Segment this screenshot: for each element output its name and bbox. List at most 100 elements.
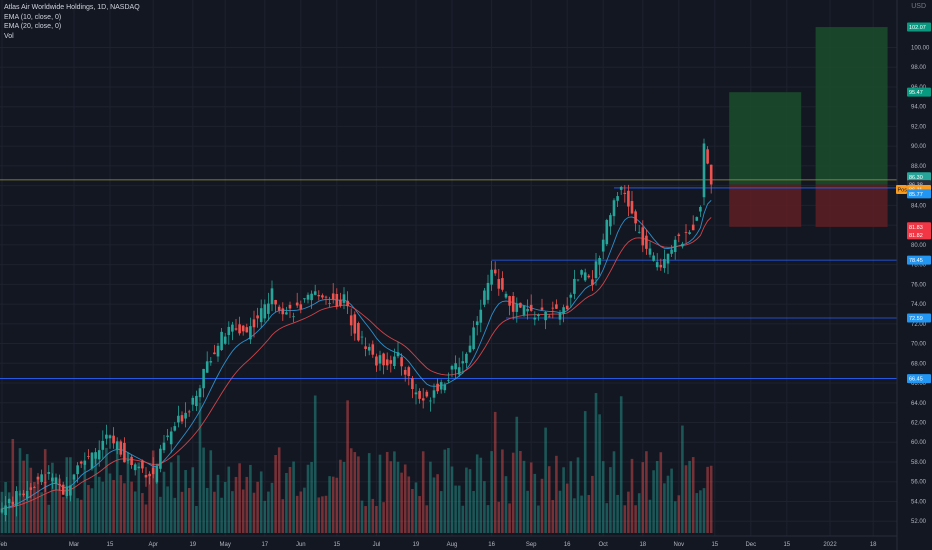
price-tick-label: 56.00 [911,480,927,486]
candle-body [508,296,511,306]
candle-body [213,352,216,355]
candle-body [659,264,663,268]
candle-body [648,248,652,255]
currency-label[interactable]: USD [911,3,926,10]
volume-bar [403,464,407,533]
volume-bar [396,461,400,533]
candle-body [443,384,447,391]
indicator-volume[interactable]: Vol [4,32,14,40]
volume-bar [587,495,591,533]
candle-body [238,324,241,334]
volume-bar [328,476,331,533]
volume-bar [637,493,641,533]
volume-bar [544,427,547,533]
volume-bar [421,451,425,533]
candle-body [155,466,159,483]
price-tick-label: 62.00 [911,421,927,427]
candle-body [61,484,65,495]
volume-bar [526,490,529,533]
price-tick-label: 60.00 [911,440,927,446]
candle-body [583,272,587,281]
tag-stop-1: 81.83 [907,222,931,232]
time-tick-label: 17 [261,542,268,548]
volume-bar [79,499,83,533]
time-tick-label: Mar [69,542,79,548]
volume-bar [277,447,281,533]
candle-body [346,300,349,307]
volume-bar [465,467,468,533]
volume-bar [375,506,378,533]
volume-bar [198,402,202,533]
price-axis-tags: 102.0795.4786.3086.3886.3886.11Pos85.778… [896,22,931,384]
volume-bar [83,462,87,533]
candle-body [382,353,385,366]
volume-bar [472,490,475,533]
time-tick-label: 15 [107,542,114,548]
candle-body [159,448,162,469]
time-tick-label: Jul [373,542,381,548]
tag-target-1-bg [907,87,931,97]
volume-bar [231,491,234,533]
volume-bar [94,452,97,533]
candle-body [25,490,29,499]
time-tick-label: 16 [488,542,495,548]
candle-body [277,306,281,311]
candle-body [587,275,591,278]
price-tick-label: 78.00 [911,263,927,269]
volume-bar [389,461,393,533]
volume-bar [288,466,292,533]
price-tick-label: 74.00 [911,302,927,308]
indicator-ema10[interactable]: EMA (10, close, 0) [4,13,62,21]
volume-bar [119,475,123,533]
volume-bar [184,470,187,533]
candle-body [605,220,609,245]
candle-body [112,435,115,444]
candle-body [339,299,342,306]
time-tick-label: 15 [333,542,340,548]
volume-bar [367,453,371,533]
candle-body [511,296,515,312]
volume-bar [357,456,360,533]
tag-level-78-bg [907,255,931,265]
price-tick-label: 52.00 [911,519,927,525]
indicator-ema20[interactable]: EMA (20, close, 0) [4,23,62,30]
candle-body [292,316,295,318]
risk-reward-zones[interactable] [729,27,888,227]
candle-body [115,441,119,449]
candle-body [547,316,551,318]
candle-body [670,249,673,254]
volume-bar [601,461,605,533]
volume-bar [61,497,65,533]
candle-body [688,232,691,234]
volume-bar [468,469,472,533]
candle-body [378,355,382,364]
candle-body [29,487,33,490]
volume-bar [115,447,119,533]
volume-bar [33,481,36,533]
volume-bar [331,476,335,533]
candle-body [601,239,605,252]
volume-bar [227,466,231,533]
candle-body [22,493,25,496]
time-tick-label: 19 [413,542,420,548]
volume-bar [580,495,583,533]
candle-body [274,299,277,305]
volume-bar [436,474,439,533]
candle-body [72,474,76,480]
volume-bar [108,473,112,533]
volume-bar [691,457,695,533]
candle-body [472,327,475,350]
horizontal-levels[interactable] [0,179,897,379]
candle-body [7,499,11,504]
volume-bar [609,467,612,533]
volume-bar [411,488,414,533]
symbol-title[interactable]: Atlas Air Worldwide Holdings, 1D, NASDAQ [4,4,140,11]
time-axis[interactable]: Feb Mar 15 Apr 19 May 17 Jun 15 Jul 19 Aug 16 Sep 16 Oc… [0,535,897,548]
volume-bar [285,472,288,533]
volume-bar [112,480,115,533]
candle-body [519,302,522,308]
candle-body [133,464,137,471]
candle-body [209,361,213,363]
